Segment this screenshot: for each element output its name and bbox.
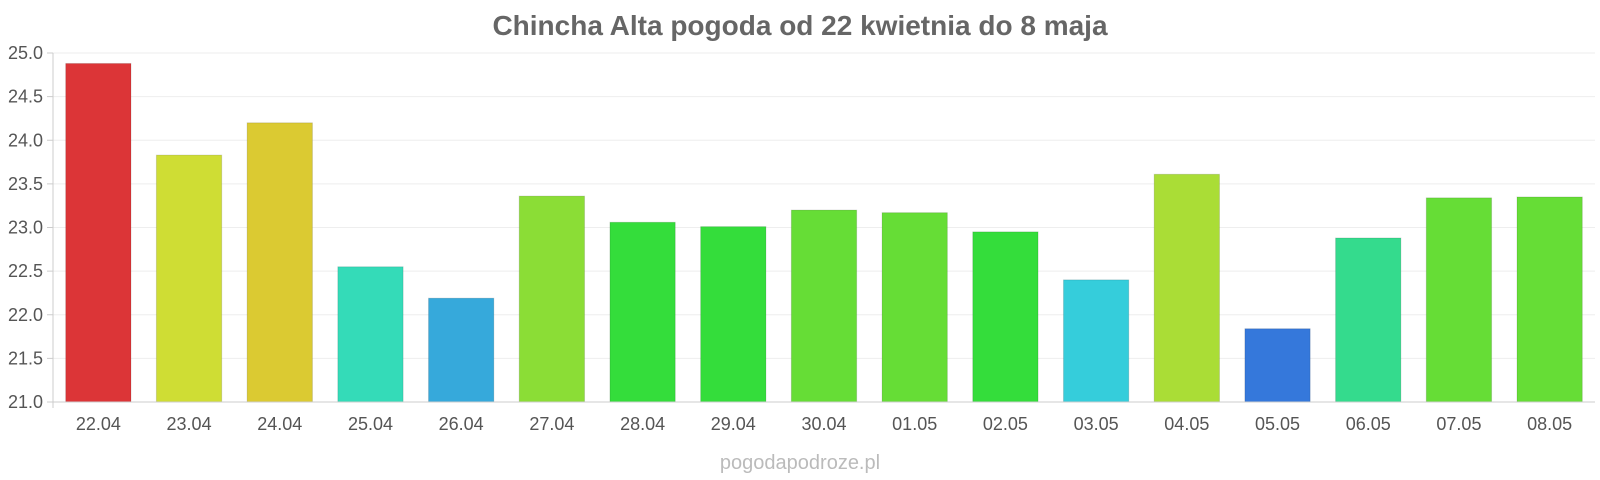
- x-tick-label: 28.04: [620, 414, 665, 434]
- x-tick-label: 26.04: [439, 414, 484, 434]
- bar-04.05: [1153, 173, 1220, 403]
- x-tick-label: 01.05: [892, 414, 937, 434]
- bar-07.05: [1425, 197, 1493, 403]
- x-tick-label: 04.05: [1164, 414, 1209, 434]
- watermark: pogodapodroze.pl: [719, 452, 881, 474]
- x-tick-label: 07.05: [1436, 414, 1481, 434]
- x-axis: 22.04 23.04 24.04 25.04 26.04 27.04 28.04 29.04…: [53, 401, 1595, 434]
- x-tick-label: 27.04: [529, 414, 574, 434]
- bar-05.05: [1244, 328, 1311, 403]
- bar-23.04: [155, 154, 223, 403]
- bar-27.04: [518, 195, 586, 403]
- x-tick-label: 22.04: [76, 414, 121, 434]
- bar-29.04: [700, 226, 767, 403]
- x-tick-label: 30.04: [801, 414, 846, 434]
- bar-26.04: [428, 297, 495, 403]
- y-tick-label: 23.5: [8, 174, 43, 194]
- bar-01.05: [881, 212, 948, 403]
- bar-28.04: [609, 221, 676, 403]
- x-tick-label: 06.05: [1346, 414, 1391, 434]
- chart-title: Chincha Alta pogoda od 22 kwietnia do 8 …: [492, 10, 1108, 41]
- y-tick-label: 24.5: [8, 87, 43, 107]
- bar-22.04: [65, 62, 132, 403]
- y-axis: 21.0 21.5 22.0 22.5 23.0 23.5 24.0 24.5 25.0: [8, 43, 54, 412]
- bar-02.05: [972, 231, 1039, 403]
- x-tick-label: 03.05: [1074, 414, 1119, 434]
- x-tick-label: 05.05: [1255, 414, 1300, 434]
- bar-25.04: [337, 266, 404, 403]
- x-tick-label: 23.04: [167, 414, 212, 434]
- x-tick-label: 25.04: [348, 414, 393, 434]
- bars: [65, 62, 1583, 403]
- y-tick-label: 23.0: [8, 218, 43, 238]
- y-tick-label: 22.5: [8, 261, 43, 281]
- y-tick-label: 21.0: [8, 392, 43, 412]
- y-tick-label: 24.0: [8, 130, 43, 150]
- x-tick-label: 24.04: [257, 414, 302, 434]
- y-tick-label: 21.5: [8, 348, 43, 368]
- y-tick-label: 22.0: [8, 305, 43, 325]
- x-tick-label: 29.04: [711, 414, 756, 434]
- bar-24.04: [246, 122, 313, 403]
- bar-08.05: [1516, 196, 1583, 403]
- x-tick-label: 02.05: [983, 414, 1028, 434]
- y-tick-label: 25.0: [8, 43, 43, 63]
- bar-30.04: [790, 209, 858, 403]
- x-tick-label: 08.05: [1527, 414, 1572, 434]
- bar-03.05: [1062, 279, 1130, 403]
- bar-06.05: [1335, 237, 1402, 403]
